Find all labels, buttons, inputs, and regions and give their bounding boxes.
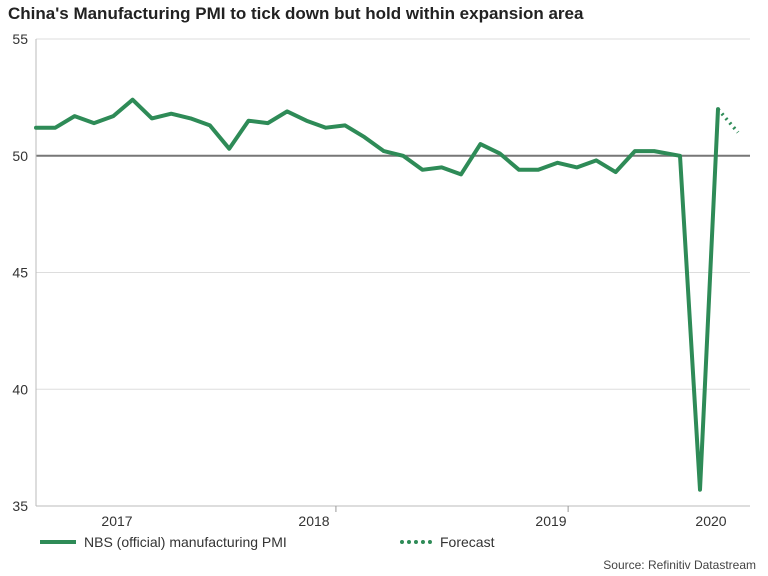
source-note: Source: Refinitiv Datastream	[603, 558, 756, 572]
legend-item-pmi: NBS (official) manufacturing PMI	[40, 534, 287, 550]
x-tick-label: 2017	[101, 513, 132, 529]
chart-title: China's Manufacturing PMI to tick down b…	[8, 4, 584, 23]
y-tick-label: 50	[12, 148, 28, 164]
y-tick-label: 55	[12, 31, 28, 47]
legend-label-pmi: NBS (official) manufacturing PMI	[84, 534, 287, 550]
series-line-forecast	[716, 107, 740, 134]
y-axis-ticks: 35 40 45 50 55	[12, 31, 28, 514]
x-tick-label: 2018	[298, 513, 329, 529]
series-line-pmi	[34, 97, 720, 492]
series-lines	[34, 97, 740, 492]
y-tick-label: 35	[12, 498, 28, 514]
legend-item-forecast: Forecast	[400, 534, 494, 550]
x-axis: 2017 2018 2019 2020	[35, 39, 750, 529]
y-tick-label: 45	[12, 265, 28, 281]
x-tick-label: 2020	[695, 513, 726, 529]
y-tick-label: 40	[12, 381, 28, 397]
legend-solid-line-swatch	[40, 540, 76, 544]
legend-dotted-line-swatch	[400, 540, 432, 544]
legend-label-forecast: Forecast	[440, 534, 495, 550]
x-tick-label: 2019	[535, 513, 566, 529]
